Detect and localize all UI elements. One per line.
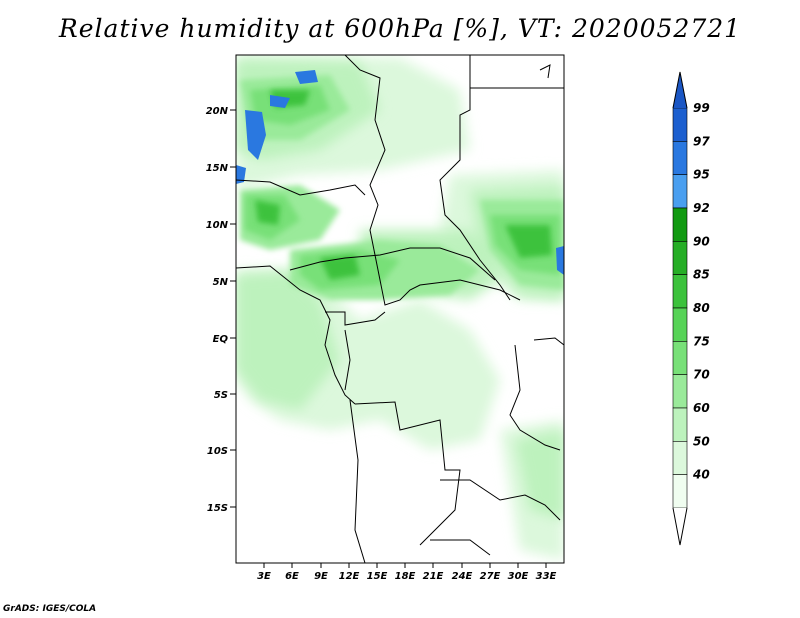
lat-label-15n: 15N xyxy=(206,163,229,174)
lat-label-5s: 5S xyxy=(214,390,228,401)
colorbar-label: 85 xyxy=(693,268,710,282)
colorbar-label: 50 xyxy=(693,434,710,448)
colorbar-label: 95 xyxy=(693,168,710,182)
lon-label-21e: 21E xyxy=(423,571,444,582)
lon-label-3e: 3E xyxy=(257,571,271,582)
colorbar-segment xyxy=(672,107,688,142)
country-borders xyxy=(236,55,564,563)
lat-label-15s: 15S xyxy=(207,503,228,514)
lat-label-20n: 20N xyxy=(206,106,229,117)
colorbar-segment xyxy=(672,274,688,309)
lat-label-5n: 5N xyxy=(213,277,229,288)
colorbar-segment xyxy=(672,241,688,275)
lat-label-10s: 10S xyxy=(207,446,228,457)
colorbar-segment xyxy=(672,374,688,409)
lon-label-30e: 30E xyxy=(508,571,529,582)
humidity-field xyxy=(236,55,564,563)
colorbar-label: 40 xyxy=(692,468,710,482)
colorbar-segment xyxy=(672,141,688,175)
lon-label-9e: 9E xyxy=(314,571,328,582)
grads-credit: GrADS: IGES/COLA xyxy=(3,604,97,614)
colorbar-segment xyxy=(672,441,688,475)
map-frame xyxy=(235,54,565,564)
colorbar-segment xyxy=(672,307,688,342)
colorbar-segment xyxy=(672,474,688,509)
lon-label-33e: 33E xyxy=(536,571,557,582)
colorbar-label: 70 xyxy=(693,368,710,382)
map-title: Relative humidity at 600hPa [%], VT: 202… xyxy=(58,14,742,43)
colorbar-top-arrow xyxy=(672,71,688,109)
colorbar-bottom-arrow xyxy=(672,507,688,546)
colorbar-segment xyxy=(672,407,688,442)
lon-label-12e: 12E xyxy=(339,571,360,582)
lat-label-eq: EQ xyxy=(213,334,229,345)
latitude-axis: 20N 15N 10N 5N EQ 5S 10S 15S xyxy=(206,106,236,514)
colorbar: 99 97 95 92 90 85 80 75 70 60 50 40 xyxy=(672,71,710,546)
colorbar-label: 97 xyxy=(693,134,710,148)
lon-label-24e: 24E xyxy=(452,571,473,582)
colorbar-labels: 99 97 95 92 90 85 80 75 70 60 50 40 xyxy=(692,101,710,482)
colorbar-label: 80 xyxy=(693,301,710,315)
colorbar-segment xyxy=(672,341,688,375)
lon-label-18e: 18E xyxy=(395,571,416,582)
colorbar-label: 92 xyxy=(693,201,710,215)
colorbar-label: 60 xyxy=(693,401,710,415)
colorbar-label: 75 xyxy=(693,334,710,348)
colorbar-label: 90 xyxy=(693,234,710,248)
colorbar-segments xyxy=(672,107,688,509)
colorbar-segment xyxy=(672,174,688,209)
lon-label-27e: 27E xyxy=(480,571,501,582)
colorbar-label: 99 xyxy=(693,101,710,115)
lat-label-10n: 10N xyxy=(206,220,229,231)
longitude-axis: 3E 6E 9E 12E 15E 18E 21E 24E 27E 30E 33E xyxy=(257,563,557,582)
colorbar-segment xyxy=(672,207,688,242)
lon-label-15e: 15E xyxy=(367,571,388,582)
lon-label-6e: 6E xyxy=(285,571,299,582)
